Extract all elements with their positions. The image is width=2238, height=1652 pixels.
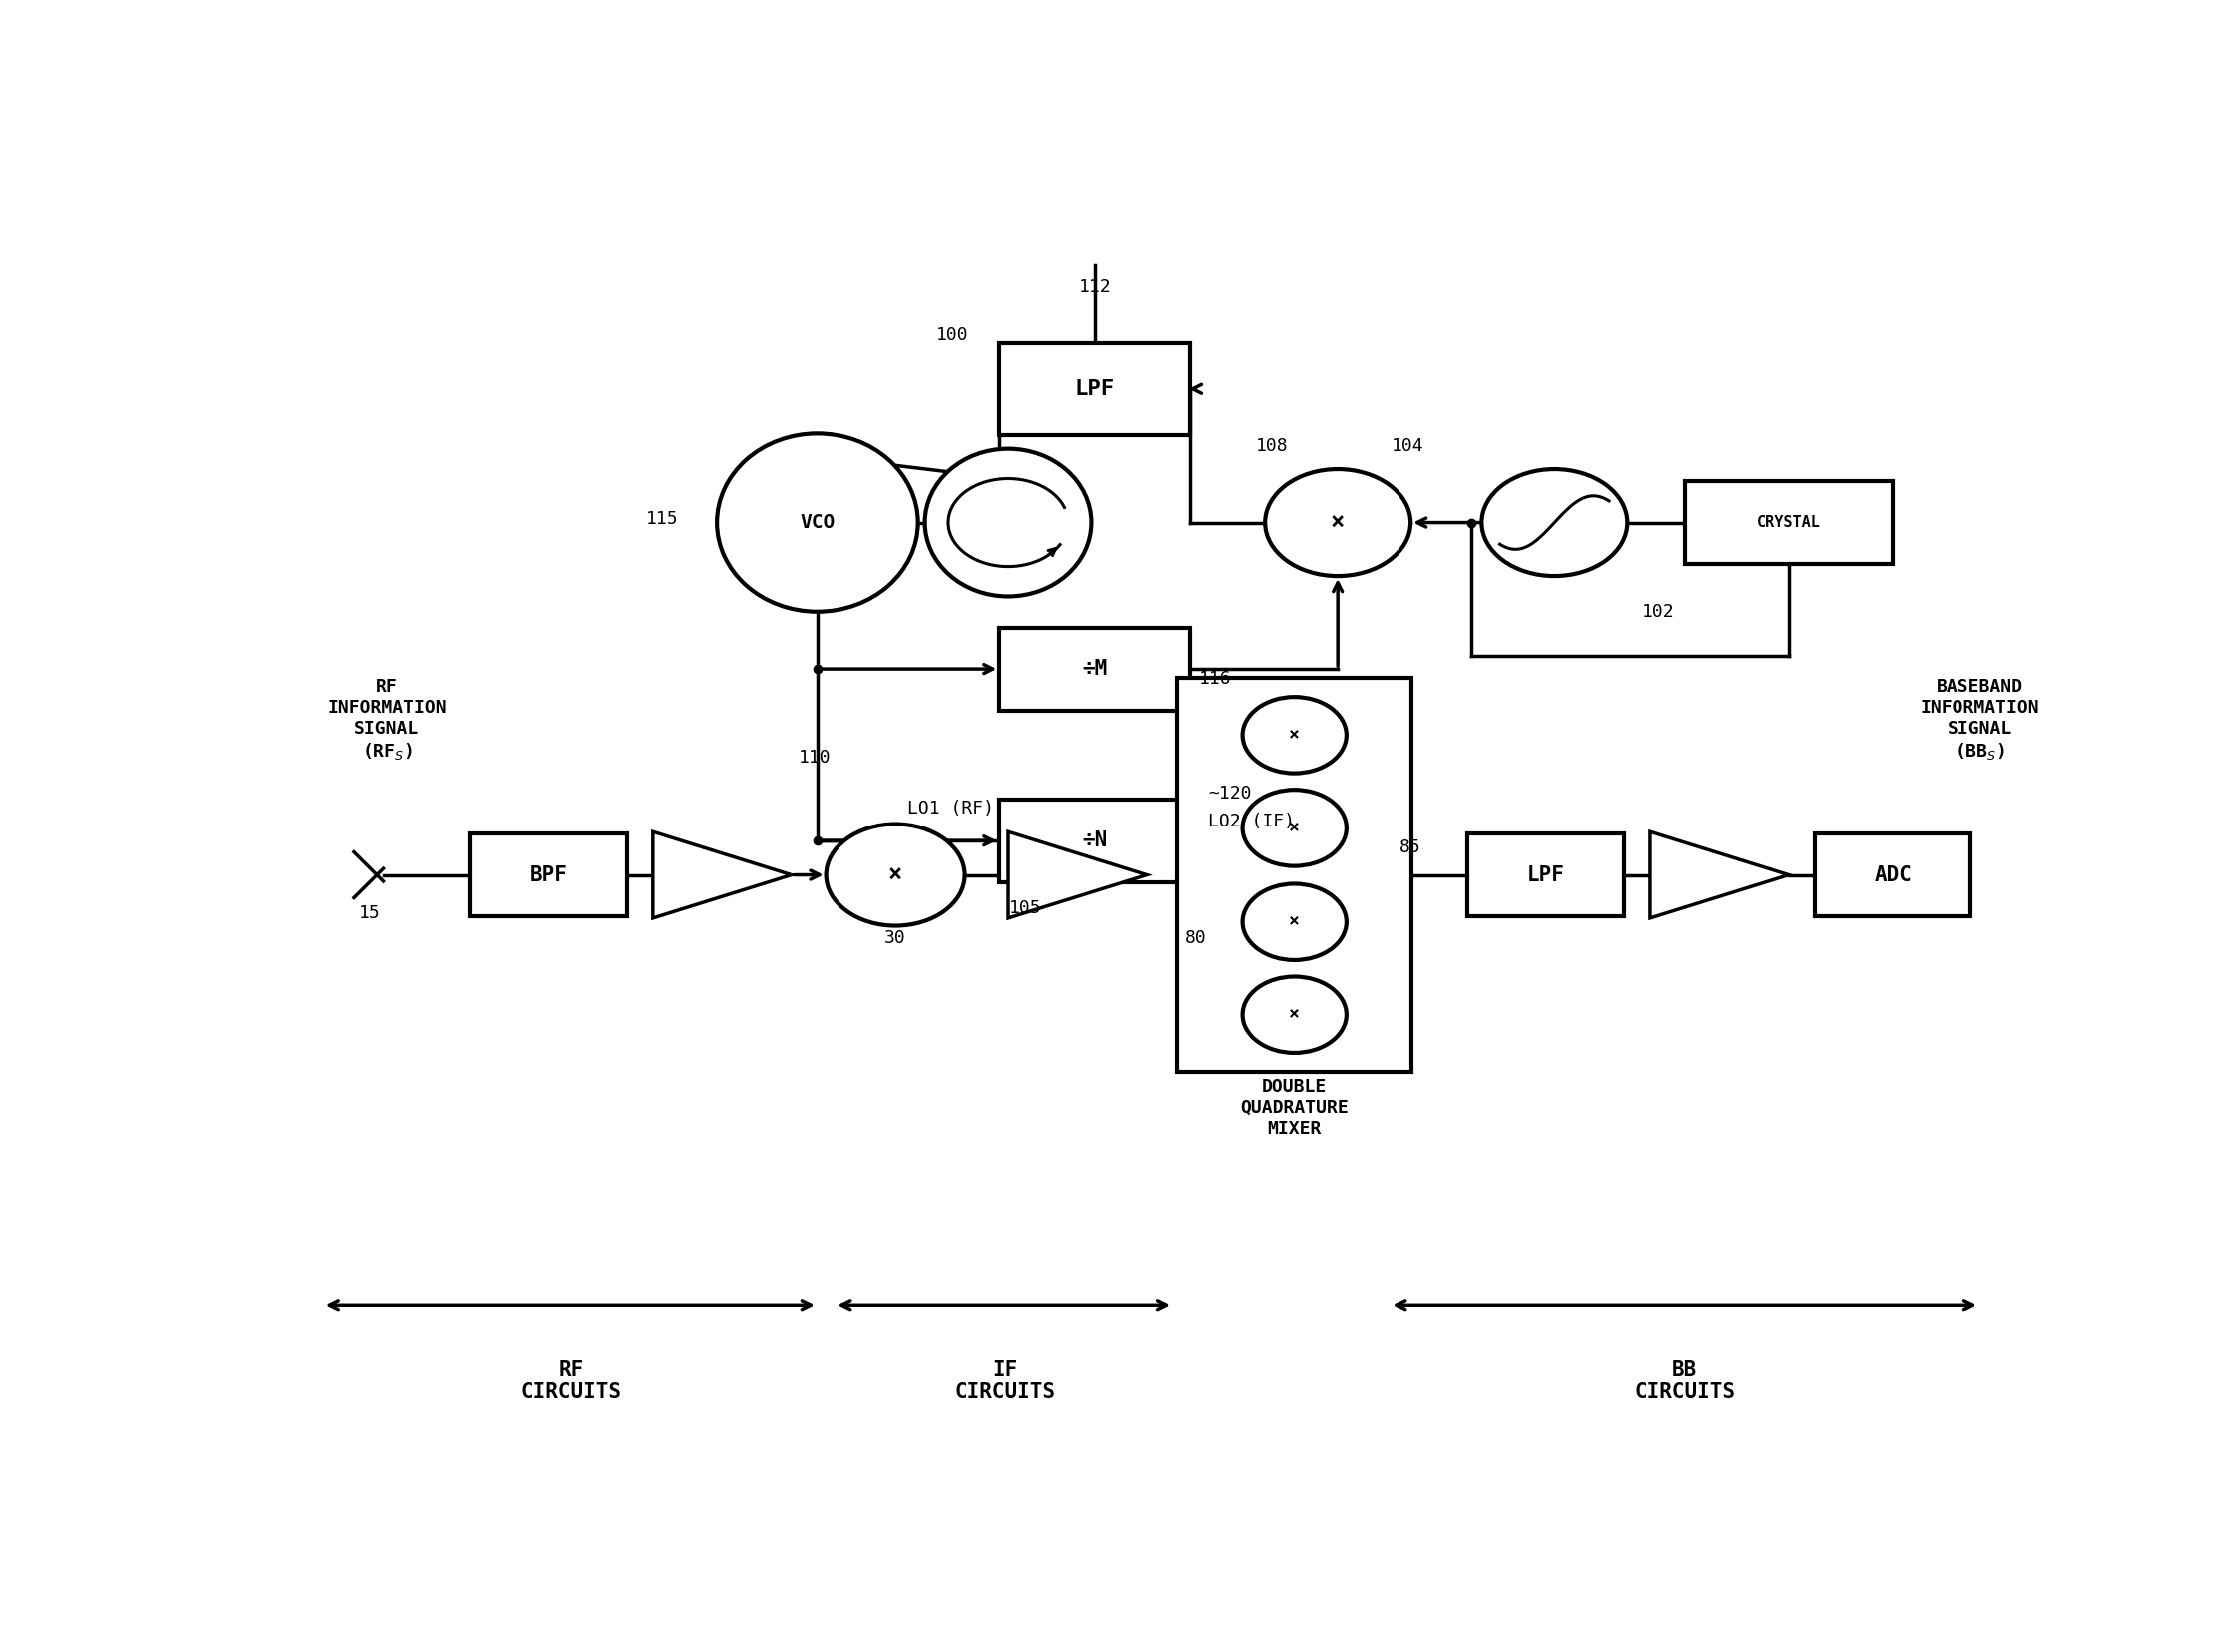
Text: LO2 (IF): LO2 (IF) [1209, 813, 1294, 831]
Text: CRYSTAL: CRYSTAL [1757, 515, 1819, 530]
Text: 112: 112 [1079, 278, 1112, 296]
Text: 30: 30 [884, 930, 906, 948]
Bar [1685, 481, 1893, 563]
Text: ×: × [1289, 727, 1300, 743]
Text: ~120: ~120 [1209, 785, 1251, 803]
Text: ×: × [1289, 1006, 1300, 1024]
Bar [1000, 344, 1191, 434]
Circle shape [1242, 790, 1347, 866]
Text: 104: 104 [1390, 438, 1423, 456]
Text: 85: 85 [1399, 838, 1421, 856]
Text: ÷N: ÷N [1083, 831, 1108, 851]
Ellipse shape [716, 433, 918, 611]
Polygon shape [1649, 831, 1788, 919]
Circle shape [1242, 697, 1347, 773]
Bar [1815, 834, 1972, 917]
Text: 15: 15 [358, 904, 380, 922]
Text: IF
CIRCUITS: IF CIRCUITS [953, 1360, 1054, 1403]
Text: ×: × [1289, 819, 1300, 838]
Text: ×: × [1332, 510, 1345, 535]
Text: RF
INFORMATION
SIGNAL
(RF$_S$): RF INFORMATION SIGNAL (RF$_S$) [327, 677, 448, 762]
Text: 110: 110 [799, 748, 830, 767]
Text: ÷M: ÷M [1083, 659, 1108, 679]
Circle shape [1242, 884, 1347, 960]
Text: 108: 108 [1256, 438, 1289, 456]
Bar [1468, 834, 1625, 917]
Text: 105: 105 [1009, 899, 1043, 917]
Text: 80: 80 [1186, 930, 1206, 948]
Bar [470, 834, 627, 917]
Bar [1000, 800, 1191, 882]
Text: BB
CIRCUITS: BB CIRCUITS [1634, 1360, 1734, 1403]
Bar [1177, 677, 1412, 1072]
Polygon shape [1007, 831, 1148, 919]
Text: VCO: VCO [799, 514, 835, 532]
Ellipse shape [924, 449, 1092, 596]
Text: LPF: LPF [1074, 378, 1115, 400]
Circle shape [1482, 469, 1627, 577]
Text: LO1 (RF): LO1 (RF) [909, 800, 994, 818]
Circle shape [826, 824, 965, 925]
Text: 100: 100 [935, 327, 969, 345]
Bar [1000, 628, 1191, 710]
Text: BASEBAND
INFORMATION
SIGNAL
(BB$_S$): BASEBAND INFORMATION SIGNAL (BB$_S$) [1920, 677, 2039, 762]
Text: RF
CIRCUITS: RF CIRCUITS [521, 1360, 622, 1403]
Circle shape [1242, 976, 1347, 1052]
Text: ×: × [1289, 914, 1300, 932]
Text: DOUBLE
QUADRATURE
MIXER: DOUBLE QUADRATURE MIXER [1240, 1079, 1350, 1138]
Circle shape [1264, 469, 1410, 577]
Text: 102: 102 [1643, 603, 1674, 621]
Text: LPF: LPF [1526, 866, 1564, 885]
Text: ADC: ADC [1873, 866, 1911, 885]
Text: 116: 116 [1200, 671, 1231, 687]
Text: 115: 115 [647, 510, 678, 527]
Text: BPF: BPF [530, 866, 568, 885]
Polygon shape [653, 831, 792, 919]
Text: ×: × [888, 862, 902, 887]
